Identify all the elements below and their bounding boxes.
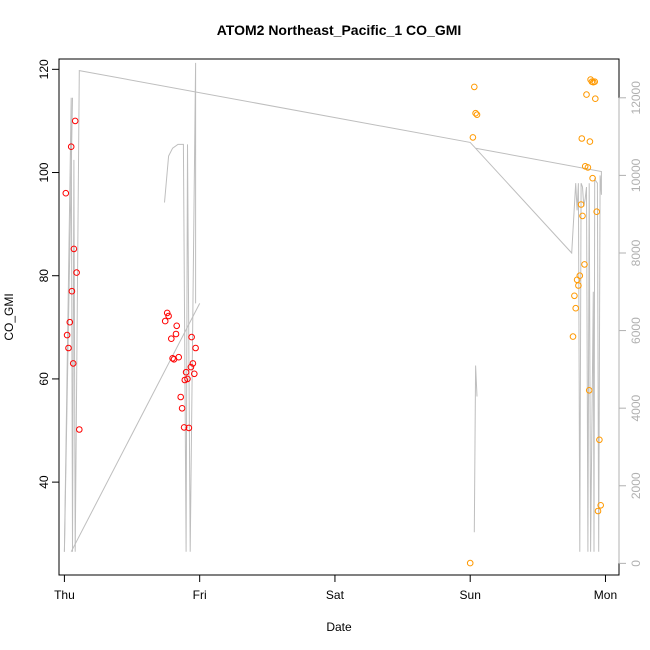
data-point <box>586 138 594 145</box>
y-tick-label: 40 <box>37 475 51 489</box>
data-point <box>593 208 601 215</box>
data-point <box>589 174 596 182</box>
y2-tick-label: 10000 <box>629 158 643 192</box>
y-tick-label: 120 <box>37 59 51 79</box>
x-tick-label: Thu <box>54 588 75 602</box>
data-point <box>192 344 199 352</box>
data-point <box>591 78 599 85</box>
x-tick-label: Mon <box>594 588 617 602</box>
data-point <box>583 91 590 98</box>
y2-tick-label: 8000 <box>629 239 643 266</box>
y2-tick-label: 2000 <box>629 472 643 499</box>
data-point <box>168 335 175 343</box>
data-point <box>581 261 588 268</box>
data-point <box>69 360 77 367</box>
x-tick-label: Sun <box>460 588 481 602</box>
x-axis-title: Date <box>326 620 352 634</box>
y2-tick-label: 12000 <box>629 81 643 115</box>
data-point <box>597 502 605 509</box>
data-point <box>169 355 176 362</box>
data-point <box>180 424 188 431</box>
data-point <box>63 331 71 339</box>
x-tick-label: Sat <box>326 588 345 602</box>
data-point <box>575 282 582 289</box>
data-point <box>65 344 72 352</box>
y-axis-left: 40 60 80 100 120 <box>37 59 60 489</box>
altitude-line-layer <box>63 62 602 552</box>
data-point <box>466 559 474 567</box>
data-point <box>177 393 184 401</box>
data-point <box>62 189 70 197</box>
y2-tick-label: 6000 <box>629 317 643 344</box>
y2-tick-label: 4000 <box>629 395 643 422</box>
data-point <box>172 330 180 338</box>
data-point <box>182 368 190 376</box>
data-point <box>184 375 191 383</box>
chart-title: ATOM2 Northeast_Pacific_1 CO_GMI <box>217 22 462 38</box>
data-point <box>187 363 195 371</box>
data-point <box>70 245 78 253</box>
data-point <box>472 109 479 117</box>
data-point <box>471 83 478 91</box>
data-point <box>571 292 578 300</box>
data-point <box>67 143 75 150</box>
data-point <box>178 405 186 412</box>
x-tick-label: Fri <box>193 588 207 602</box>
data-point <box>592 95 599 102</box>
data-point <box>596 436 603 444</box>
data-point <box>71 117 79 125</box>
data-point <box>76 426 83 433</box>
y-axis-right: 0 2000 4000 6000 8000 10000 12000 <box>618 81 643 567</box>
data-point <box>161 317 169 325</box>
data-point <box>578 135 586 142</box>
data-point <box>189 360 197 367</box>
data-point <box>175 353 182 361</box>
data-point <box>68 287 76 295</box>
data-point <box>165 312 172 320</box>
y2-tick-label: 0 <box>629 560 643 567</box>
y-axis-title: CO_GMI <box>2 293 16 340</box>
points-layer <box>62 76 605 567</box>
y-tick-label: 100 <box>37 162 51 182</box>
data-point <box>173 322 180 330</box>
data-point <box>569 333 577 340</box>
y-tick-label: 80 <box>37 269 51 283</box>
data-point <box>584 164 592 171</box>
data-point <box>163 309 171 317</box>
data-point <box>579 212 586 220</box>
data-point <box>572 304 580 312</box>
data-point <box>66 318 74 326</box>
y-tick-label: 60 <box>37 372 51 386</box>
data-point <box>188 333 195 341</box>
data-point <box>577 201 585 208</box>
data-point <box>576 272 584 280</box>
altitude-line-segment-3 <box>164 62 197 552</box>
data-point <box>469 134 477 141</box>
data-point <box>185 424 193 432</box>
altitude-line-segment-0 <box>63 70 602 552</box>
data-point <box>191 370 198 378</box>
data-point <box>585 387 593 394</box>
data-point <box>594 507 602 515</box>
data-point <box>73 269 80 276</box>
altitude-line-segment-4 <box>473 365 478 533</box>
data-point <box>473 111 481 118</box>
altitude-line-segment-2 <box>70 303 201 552</box>
x-axis: Thu Fri Sat Sun Mon <box>54 574 617 602</box>
